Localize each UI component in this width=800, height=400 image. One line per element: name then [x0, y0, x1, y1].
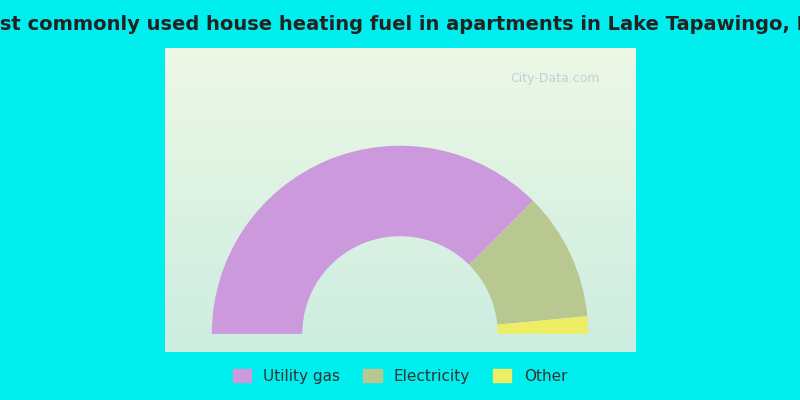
Legend: Utility gas, Electricity, Other: Utility gas, Electricity, Other — [226, 363, 574, 390]
Wedge shape — [498, 316, 588, 334]
Text: Most commonly used house heating fuel in apartments in Lake Tapawingo, MO: Most commonly used house heating fuel in… — [0, 14, 800, 34]
Wedge shape — [212, 146, 533, 334]
Text: City-Data.com: City-Data.com — [510, 72, 600, 85]
Wedge shape — [469, 201, 587, 325]
